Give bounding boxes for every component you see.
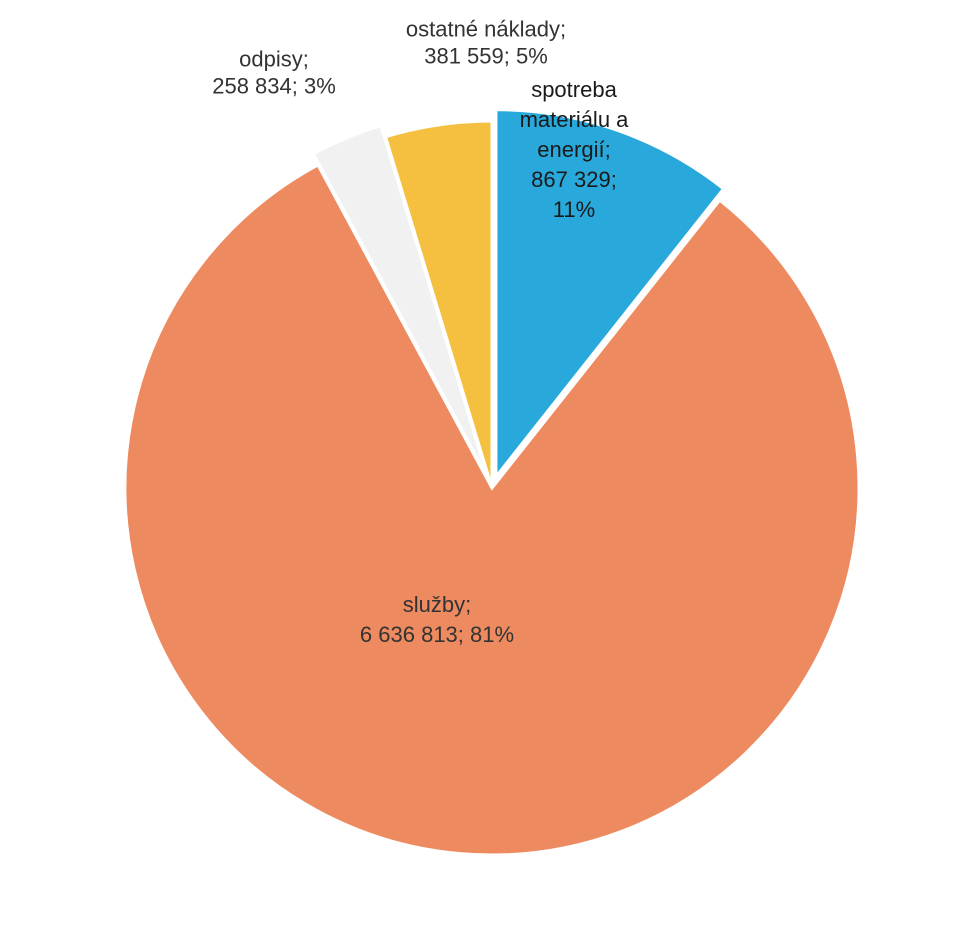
pie-slice-odpisy	[311, 123, 489, 478]
labels-layer: spotreba materiálu a energií; 867 329; 11% sl…	[212, 17, 629, 648]
slice-label-line: 867 329;	[531, 167, 617, 192]
slice-label-line: 381 559; 5%	[424, 44, 548, 69]
slice-label-line: 6 636 813; 81%	[360, 622, 514, 647]
slice-label-line: odpisy;	[239, 47, 309, 72]
slice-label-ostatne-naklady: ostatné náklady; 381 559; 5%	[406, 17, 566, 69]
slice-label-line: materiálu a	[520, 107, 630, 132]
pie-slice-ostatne-naklady	[383, 119, 494, 489]
slice-label-line: energií;	[537, 137, 610, 162]
slice-label-spotreba-materialu-a-energii: spotreba materiálu a energií; 867 329; 11%	[520, 77, 630, 222]
slices-layer	[123, 108, 861, 857]
slice-label-odpisy: odpisy; 258 834; 3%	[212, 47, 336, 99]
slice-label-line: 11%	[553, 197, 595, 222]
slice-label-sluzby: služby; 6 636 813; 81%	[360, 592, 514, 647]
slice-label-line: služby;	[403, 592, 471, 617]
pie-slice-spotreba-materialu-a-energii	[494, 108, 726, 481]
pie-slice-sluzby	[123, 162, 861, 857]
slice-label-line: ostatné náklady;	[406, 17, 566, 42]
slice-label-line: 258 834; 3%	[212, 74, 336, 99]
slice-label-line: spotreba	[531, 77, 617, 102]
